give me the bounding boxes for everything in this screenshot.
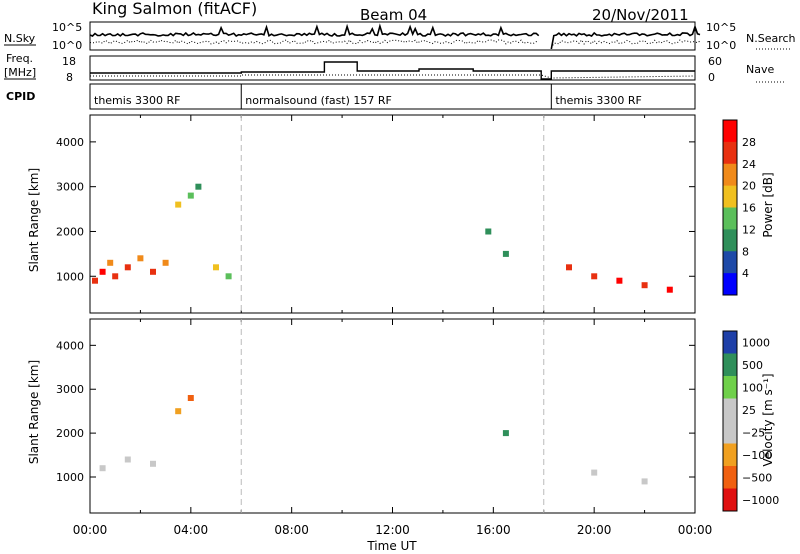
freq-tick-bottom: 8 [66, 71, 73, 84]
station-title: King Salmon (fitACF) [92, 0, 257, 18]
power-cell [137, 255, 144, 262]
power-colorbar-tick: 16 [742, 202, 756, 215]
power-cell [150, 268, 156, 275]
velocity-cell [502, 430, 509, 437]
power-colorbar-tick: 8 [742, 245, 749, 258]
velocity-cell [187, 395, 194, 401]
x-tick-label: 16:00 [476, 523, 511, 537]
velocity-colorbar-label: Velocity [m s⁻¹] [761, 373, 775, 466]
velocity-ytick-label: 1000 [56, 471, 84, 484]
power-cell [641, 282, 648, 289]
cpid-segment-label: normalsound (fast) 157 RF [245, 94, 392, 107]
power-cell [502, 250, 509, 257]
nave-series [90, 74, 696, 79]
power-cell [213, 264, 219, 271]
power-colorbar-tick: 28 [742, 136, 756, 149]
power-colorbar-tick: 12 [742, 223, 756, 236]
nsky-series [89, 23, 701, 50]
x-tick-label: 00:00 [678, 523, 713, 537]
freq-panel: Freq. [MHz] 18 8 60 0 Nave [4, 52, 784, 84]
nave-tick-bottom: 0 [708, 71, 715, 84]
power-ytick-label: 4000 [56, 136, 84, 149]
power-cell [162, 259, 169, 266]
power-cell [175, 201, 182, 208]
velocity-cell [175, 408, 182, 415]
power-colorbar-tick: 24 [742, 158, 756, 171]
nave-tick-top: 60 [708, 55, 722, 68]
power-cell [99, 268, 106, 275]
velocity-colorbar-tick: 500 [742, 359, 763, 372]
nave-label: Nave [746, 63, 774, 76]
power-cell [195, 183, 202, 190]
power-cell [124, 264, 131, 271]
power-cell [485, 228, 492, 235]
power-cell [92, 277, 98, 284]
power-ytick-label: 2000 [56, 225, 84, 238]
velocity-colorbar-tick: 1000 [742, 336, 770, 349]
velocity-cell [124, 456, 131, 463]
power-cell [666, 286, 673, 293]
velocity-cell [99, 465, 106, 472]
velocity-ytick-label: 3000 [56, 383, 84, 396]
nsearch-tick-bottom: 10^0 [706, 39, 736, 52]
cpid-segment-label: themis 3300 RF [94, 94, 181, 107]
power-cell [107, 259, 114, 266]
power-cell [187, 192, 194, 199]
power-colorbar-tick: 20 [742, 180, 756, 193]
x-tick-label: 08:00 [274, 523, 309, 537]
nsky-panel: N.Sky 10^5 10^0 10^5 10^0 N.Search [4, 21, 796, 52]
velocity-cell [150, 460, 156, 467]
velocity-colorbar-tick: 100 [742, 381, 763, 394]
velocity-colorbar-tick: 25 [742, 404, 756, 417]
cpid-segment-label: themis 3300 RF [555, 94, 642, 107]
power-cell [566, 264, 572, 271]
power-ylabel: Slant Range [km] [27, 168, 41, 272]
power-cell [616, 277, 623, 284]
x-tick-label: 12:00 [375, 523, 410, 537]
cpid-bar: CPID themis 3300 RF normalsound (fast) 15… [6, 83, 696, 110]
velocity-colorbar-tick: −100 [742, 449, 772, 462]
x-tick-label: 20:00 [577, 523, 612, 537]
freq-label-1: Freq. [6, 52, 33, 65]
beam-title: Beam 04 [360, 6, 427, 24]
x-tick-label: 04:00 [174, 523, 209, 537]
power-ytick-label: 3000 [56, 181, 84, 194]
power-colorbar-label: Power [dB] [761, 172, 775, 237]
cpid-label: CPID [6, 90, 35, 103]
nsky-tick-top: 10^5 [52, 21, 82, 34]
nsky-tick-bottom: 10^0 [52, 39, 82, 52]
freq-tick-top: 18 [62, 55, 76, 68]
date-title: 20/Nov/2011 [592, 6, 689, 24]
nsky-label: N.Sky [4, 32, 36, 45]
velocity-cell [641, 478, 648, 485]
freq-series [90, 61, 695, 80]
velocity-colorbar-tick: −500 [742, 471, 772, 484]
velocity-colorbar-tick: −1000 [742, 494, 779, 507]
velocity-ytick-label: 2000 [56, 427, 84, 440]
velocity-cell [591, 469, 598, 476]
power-ytick-label: 1000 [56, 270, 84, 283]
power-cell [112, 273, 119, 280]
nsearch-tick-top: 10^5 [706, 21, 736, 34]
velocity-ytick-label: 4000 [56, 339, 84, 352]
x-axis-label: Time UT [366, 539, 417, 553]
power-cell [591, 273, 598, 280]
velocity-ylabel: Slant Range [km] [27, 360, 41, 464]
velocity-colorbar-tick: −25 [742, 426, 765, 439]
velocity-panel: 1000 2000 3000 4000 Slant Range [km] 1000 50… [27, 318, 779, 514]
power-cell [225, 273, 232, 280]
nsearch-series [89, 39, 701, 49]
power-panel: 1000 2000 3000 4000 Slant Range [km] 4 8 12 16… [27, 114, 775, 314]
x-tick-label: 00:00 [73, 523, 108, 537]
power-colorbar-tick: 4 [742, 267, 749, 280]
nsearch-label: N.Search [746, 32, 796, 45]
freq-label-2: [MHz] [4, 66, 36, 79]
